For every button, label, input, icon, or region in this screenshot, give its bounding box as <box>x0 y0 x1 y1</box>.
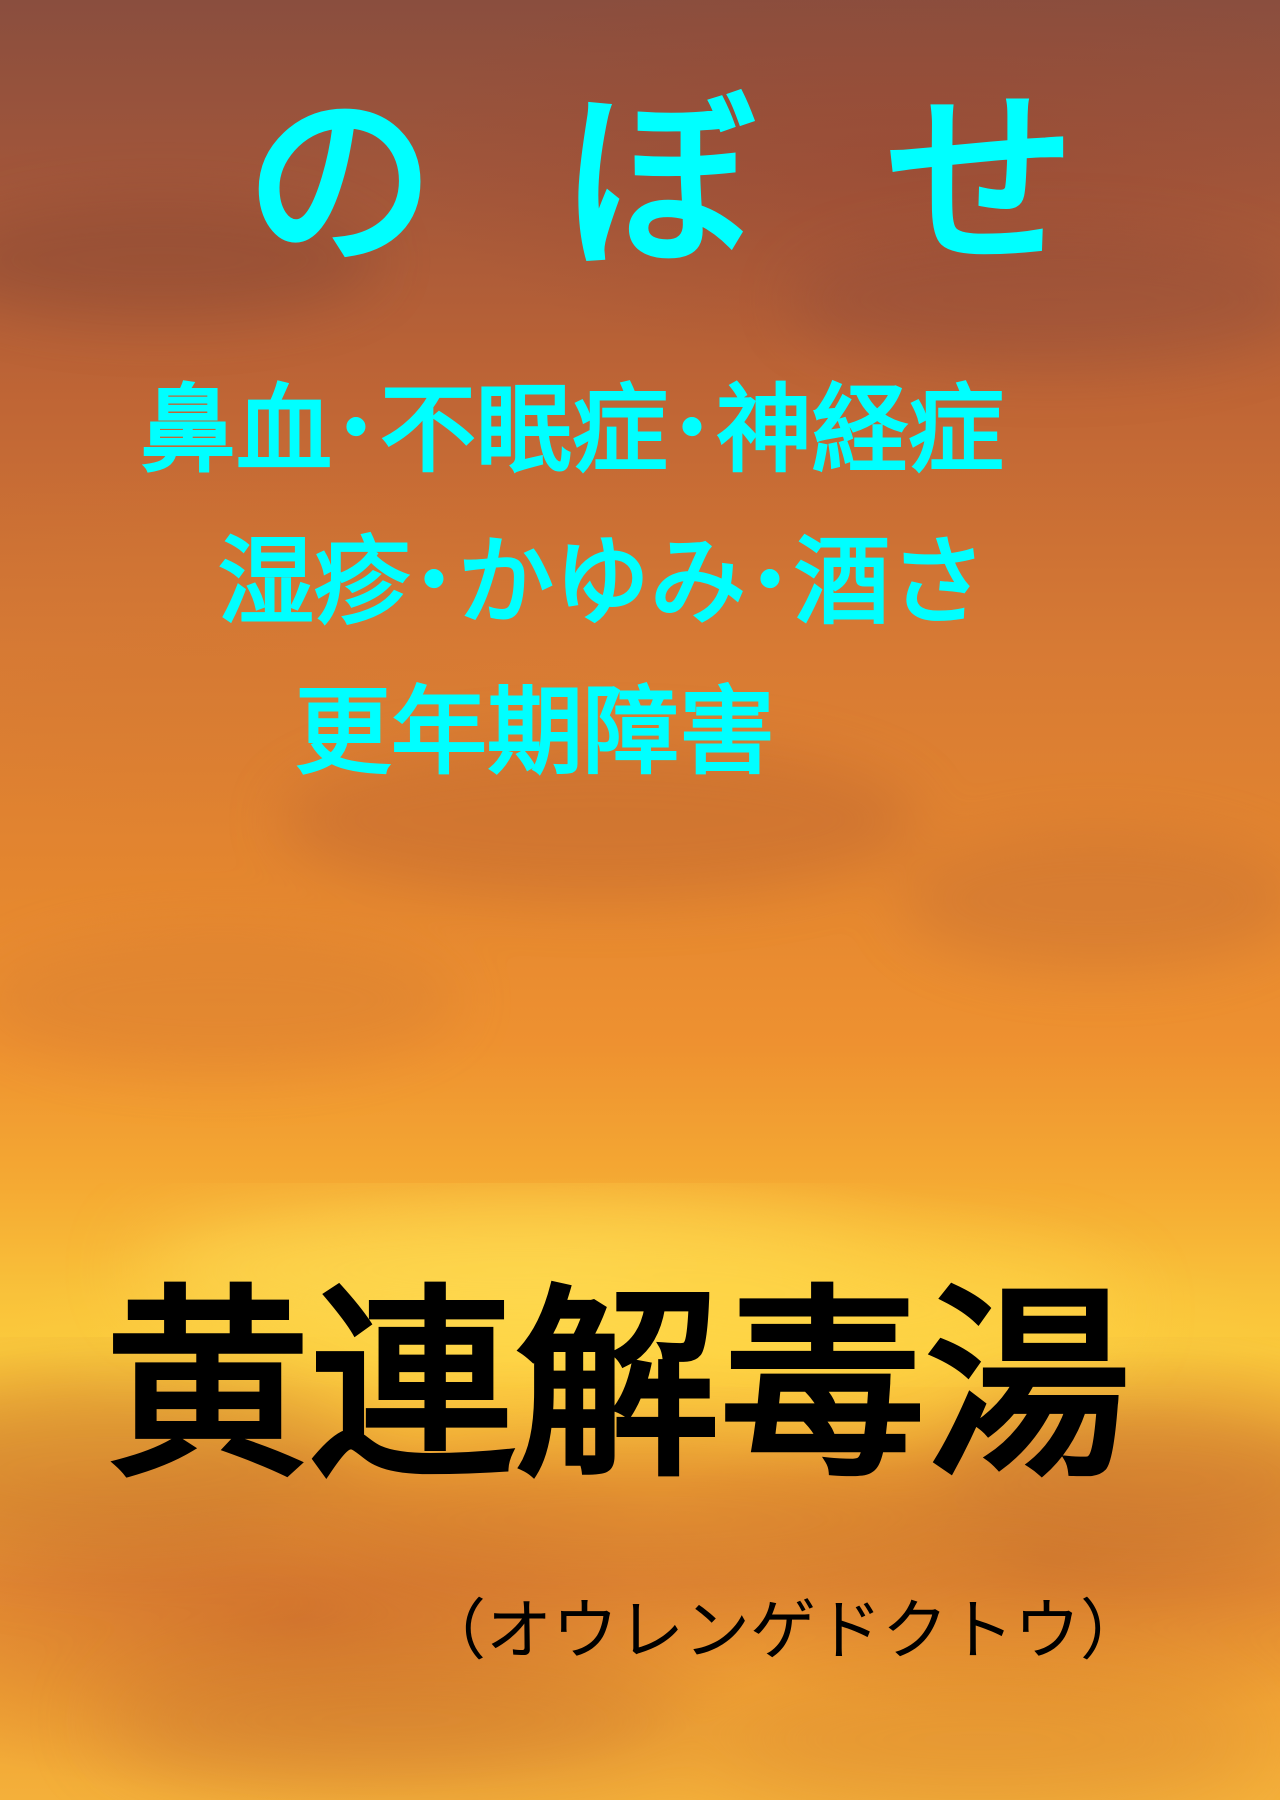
remedy-name: 黄連解毒湯 <box>105 1268 1130 1506</box>
symptoms-line-2: 湿疹･かゆみ･酒さ <box>218 526 986 638</box>
title-char-3: せ <box>884 72 1075 293</box>
remedy-reading: （オウレンゲドクトウ） <box>420 1592 1146 1669</box>
title-char-2: ぼ <box>564 72 755 293</box>
symptoms-line-1: 鼻血･不眠症･神経症 <box>140 374 1004 486</box>
symptoms-line-3: 更年期障害 <box>295 676 775 788</box>
main-title: のぼせ <box>180 88 1140 278</box>
title-char-1: の <box>244 72 435 293</box>
